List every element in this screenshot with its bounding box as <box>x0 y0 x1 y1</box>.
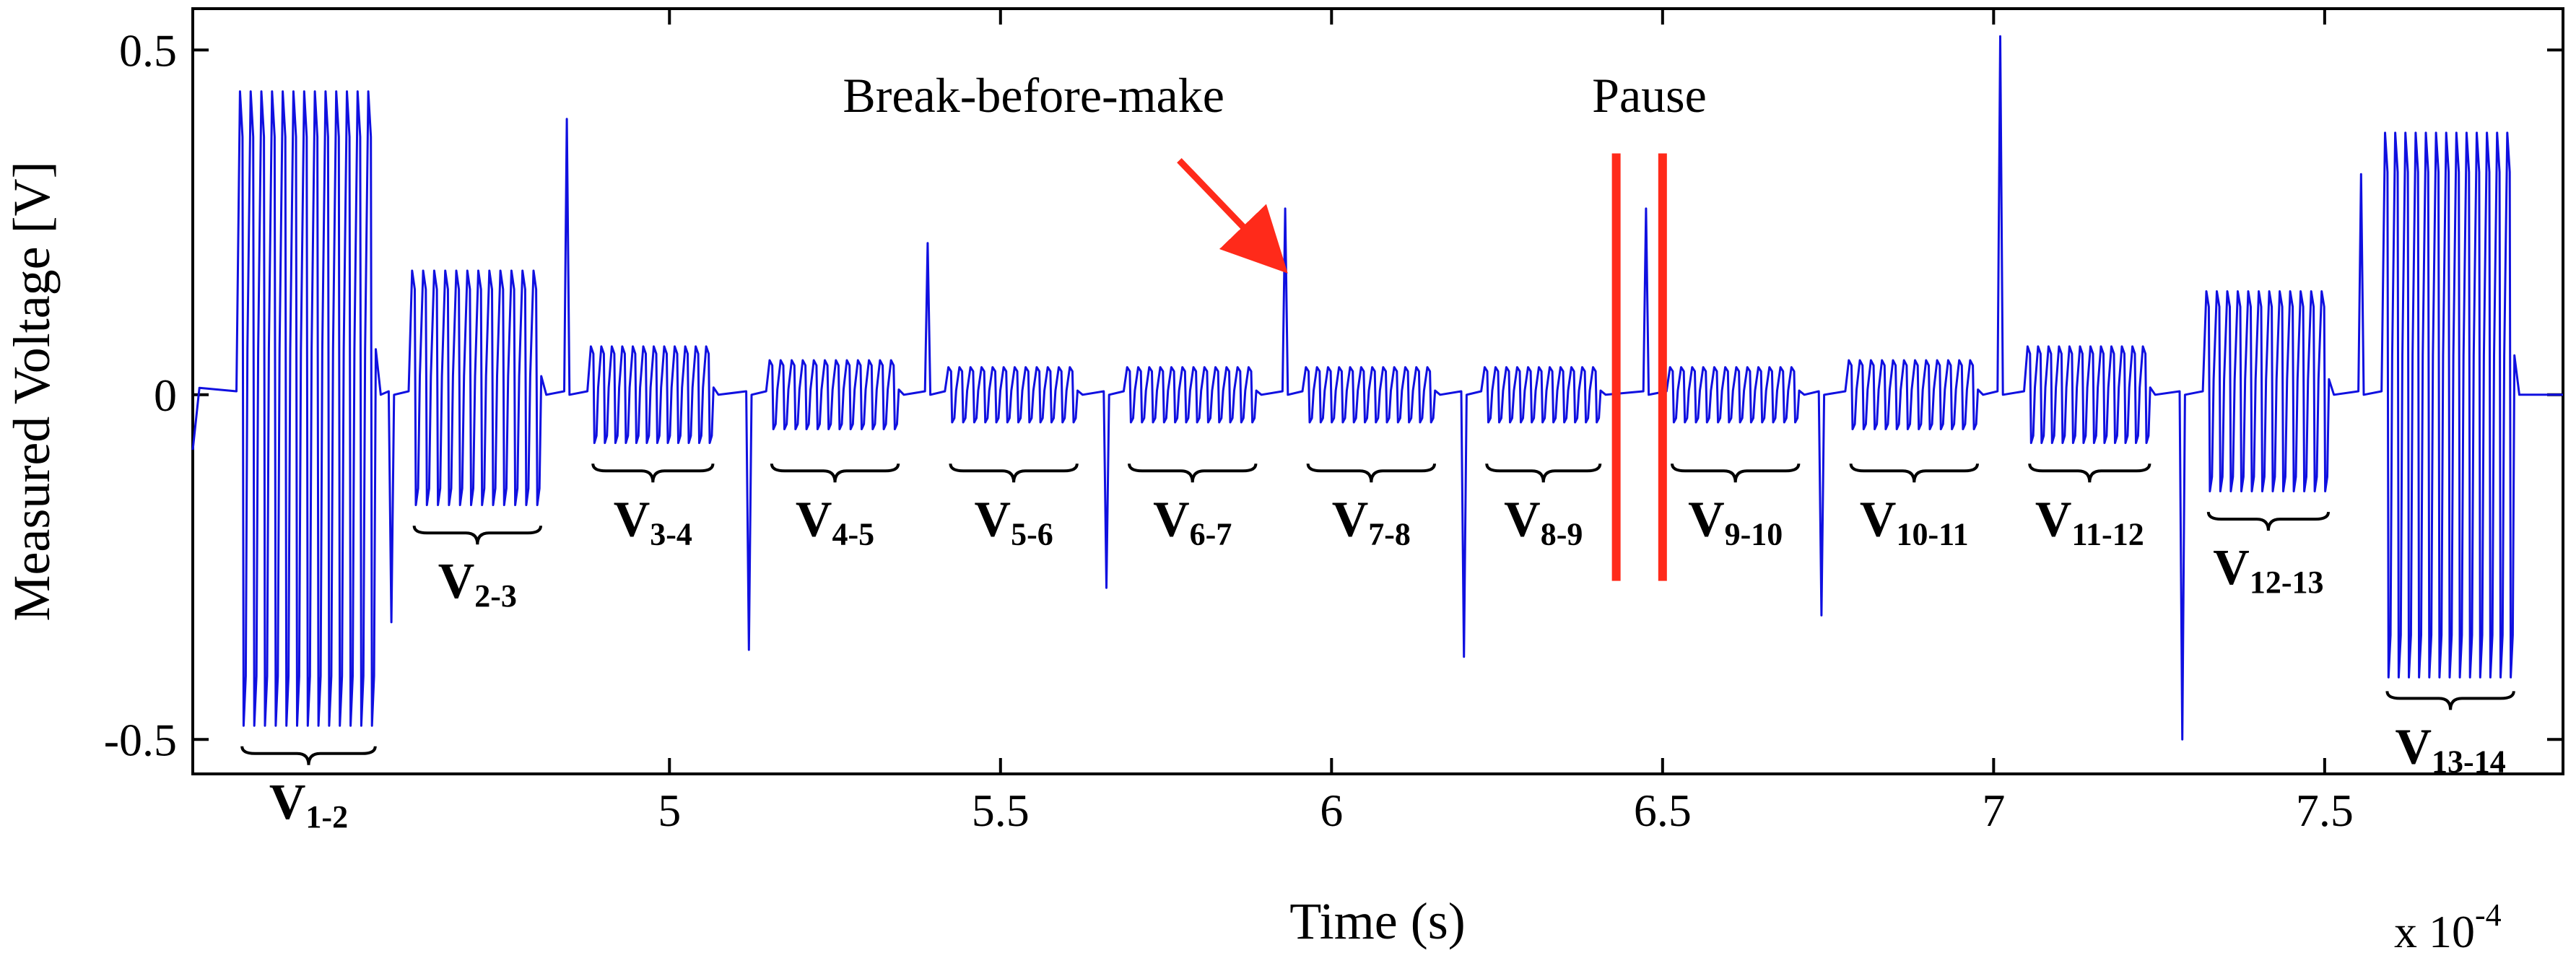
segment-label-sub: 8-9 <box>1541 516 1583 552</box>
segment-brace <box>1485 463 1602 483</box>
segment-label-sub: 6-7 <box>1190 516 1232 552</box>
y-tick-label: 0 <box>154 370 177 421</box>
segment-label: V2-3 <box>438 554 517 614</box>
segment-label-sub: 2-3 <box>474 578 517 614</box>
segment-label-main: V <box>614 492 650 547</box>
x-axis-title: Time (s) <box>1289 892 1465 950</box>
x-tick-label: 7 <box>1982 785 2005 836</box>
annotation-arrow <box>1177 157 1288 274</box>
segment-brace <box>949 463 1079 483</box>
x-scale-base: x 10 <box>2394 906 2475 957</box>
segment-label-main: V <box>1332 492 1369 547</box>
segment-label: V13-14 <box>2395 719 2505 779</box>
segment-label-main: V <box>1153 492 1190 547</box>
plot-area <box>191 7 2564 775</box>
x-tick-label: 5.5 <box>972 785 1030 836</box>
segment-label-main: V <box>269 775 306 830</box>
segment-label-main: V <box>1688 492 1725 547</box>
x-scale-factor: x 10-4 <box>2394 897 2502 957</box>
segment-brace <box>770 463 900 483</box>
segment-braces: V1-2V2-3V3-4 V4-5 V5-6 V6-7 V7-8 V8-9 V9-10 V10… <box>240 463 2515 835</box>
pause-markers <box>1611 153 1667 581</box>
segment-label: V1-2 <box>269 775 348 835</box>
segment-brace <box>412 525 543 545</box>
y-axis-title: Measured Voltage [V] <box>3 161 61 621</box>
segment-brace <box>2385 691 2515 710</box>
segment-brace <box>1671 463 1801 483</box>
segment-label-main: V <box>2213 540 2250 596</box>
segment-label-sub: 9-10 <box>1725 516 1783 552</box>
x-tick-label: 6.5 <box>1634 785 1692 836</box>
segment-label: V9-10 <box>1688 492 1783 552</box>
segment-label: V7-8 <box>1332 492 1411 552</box>
segment-label-sub: 3-4 <box>650 516 692 552</box>
segment-brace <box>2206 511 2331 531</box>
segment-label-main: V <box>2395 719 2432 775</box>
x-scale-exponent: -4 <box>2475 897 2502 933</box>
segment-label-sub: 12-13 <box>2250 565 2324 600</box>
y-tick-label: 0.5 <box>119 25 177 76</box>
segment-label: V6-7 <box>1153 492 1232 552</box>
segment-label: V10-11 <box>1860 492 1969 552</box>
segment-brace <box>2028 463 2151 483</box>
segment-label-main: V <box>438 554 475 609</box>
segment-label-main: V <box>2035 492 2072 547</box>
y-axis-ticks: -0.5 0 0.5 <box>104 25 2563 765</box>
segment-brace <box>240 746 377 765</box>
segment-label: V11-12 <box>2035 492 2144 552</box>
segment-brace <box>1128 463 1258 483</box>
segment-label-main: V <box>1860 492 1897 547</box>
segment-label-main: V <box>1504 492 1541 547</box>
segment-brace <box>1306 463 1437 483</box>
x-tick-label: 5 <box>658 785 681 836</box>
segment-label-sub: 7-8 <box>1368 516 1411 552</box>
segment-label: V4-5 <box>796 492 874 552</box>
segment-label-sub: 10-11 <box>1896 516 1968 552</box>
segment-label-main: V <box>796 492 832 547</box>
segment-brace <box>591 463 715 483</box>
segment-brace <box>1849 463 1980 483</box>
y-tick-label: -0.5 <box>104 714 177 765</box>
segment-label: V12-13 <box>2213 540 2323 600</box>
annotations: Break-before-make Pause <box>843 68 1707 274</box>
annotation-label: Break-before-make <box>843 68 1224 123</box>
voltage-series-line <box>191 35 2563 741</box>
segment-label: V3-4 <box>614 492 692 552</box>
x-tick-label: 6 <box>1320 785 1343 836</box>
x-axis-ticks: 5 5.5 6 6.5 7 7.5 <box>658 9 2354 836</box>
segment-label-sub: 11-12 <box>2071 516 2144 552</box>
segment-label-sub: 4-5 <box>832 516 874 552</box>
segment-label-main: V <box>975 492 1011 547</box>
segment-label-sub: 1-2 <box>305 799 348 835</box>
x-tick-label: 7.5 <box>2296 785 2354 836</box>
annotation-label: Pause <box>1592 68 1707 123</box>
segment-label-sub: 5-6 <box>1011 516 1053 552</box>
segment-label-sub: 13-14 <box>2432 744 2506 779</box>
segment-label: V5-6 <box>975 492 1053 552</box>
segment-label: V8-9 <box>1504 492 1583 552</box>
